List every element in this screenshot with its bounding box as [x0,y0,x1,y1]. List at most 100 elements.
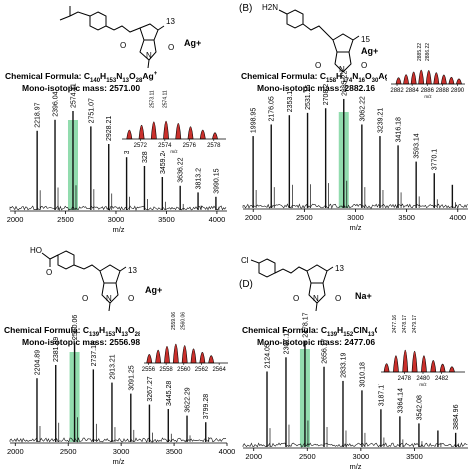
formula-part: C [321,325,327,335]
x-tick-label: 3500 [166,447,183,456]
counter-ion: Ag+ [184,38,201,48]
panel-b-figure: (B) H2N O O N 15 Ag+ Chemical Formula: C… [239,3,469,232]
peak-label: 2353.1 [287,91,294,113]
isotope-inset: 2478 2480 2482 m/z 2477.16 2478.17 2479.17 [377,315,469,387]
panel-a-figure: O O N 13 Ag+ Chemical Formula: C140H153N… [5,6,230,234]
formula-part: 13 [368,332,375,338]
panel-d-figure: (D) Cl O O N 13 Na+ Chemical Formula: C1… [239,256,469,471]
peak-label: 2124.05 [265,343,272,368]
panel-letter: (B) [239,3,252,14]
peak-label: 2381.99 [53,337,60,362]
backbone-chain [302,23,334,41]
spectrum-baseline [242,442,468,448]
formula-part: 13 [122,78,129,84]
panel-a: O O N 13 Ag+ Chemical Formula: C140H153N… [0,0,237,237]
x-tick-label: 3500 [158,215,175,224]
formula-part: H [336,71,342,81]
formula-part: N [352,71,358,81]
formula-part: 13 [121,332,128,338]
inset-tick-label: 2482 [435,376,449,382]
inset-tick-label: 2478 [398,376,412,382]
ester-group [69,11,91,17]
panel-c-figure: HO O O O N 13 Ag+ Chemical Formula: C139… [4,246,236,466]
peak-label: 2204.89 [34,350,41,375]
peak-label: 2656.17 [322,338,329,363]
inset-peak-label: 2885.22 [417,43,423,61]
carbonyl-o-left: O [315,61,321,70]
isotope-inset: 2882 2884 2886 2888 2890 m/z 2885.22 2886.22 [387,43,469,99]
x-tick-label: 3000 [108,215,125,224]
peak-label: 2833.19 [340,353,347,378]
formula-part: H [100,71,106,81]
x-tick-label: 3000 [353,452,370,461]
inset-background [377,322,469,384]
inset-tick-label: 2560 [177,367,191,373]
x-tick-label: 3500 [406,452,423,461]
formula-part: C [320,71,326,81]
formula-part: C [83,325,89,335]
formula-part: 28 [136,78,143,84]
x-tick-label: 2500 [57,215,74,224]
carboxyl-group [41,252,59,260]
imide-ring [308,282,326,304]
formula-part: ClN [353,325,368,335]
formula-part: 139 [327,332,338,338]
isotope-inset: 2556 2558 2560 2562 2564 2559.06 2560.06 [140,312,232,375]
repeat-count: 13 [166,17,175,26]
inset-tick-label: 2480 [416,376,430,382]
repeat-count: 13 [335,264,344,273]
peak-label: 2478.17 [302,312,309,337]
inset-tick-label: 2562 [195,367,209,373]
formula-part: 139 [89,332,100,338]
formula-prefix: Chemical Formula: [241,71,320,81]
peak-label: 2913.21 [109,354,116,379]
formula-part: 30 [372,78,379,84]
peak-label: 2176.05 [269,96,276,121]
x-tick-label: 2000 [7,447,24,456]
x-tick-label: 2500 [60,447,77,456]
formula-prefix: Chemical Formula: [5,71,84,81]
x-tick-label: 4000 [219,447,236,456]
chloromethyl-bond [250,259,260,264]
peak-label: 2574.11 [70,83,77,108]
inset-peak-label: 2560.06 [181,312,187,330]
inset-tick-label: 2888 [436,88,450,94]
peak-label: 2396.04 [53,91,60,116]
formula-part: 174 [342,78,353,84]
cyclopentane-ring [99,264,121,284]
formula-part: O [128,325,135,335]
panel-c: HO O O O N 13 Ag+ Chemical Formula: C139… [0,237,237,474]
carbonyl-o-right: O [335,294,341,303]
formula-part: N [116,71,122,81]
mono-isotopic-mass: Mono-isotopic mass: 2571.00 [22,83,140,93]
hydroxyl-label: HO [30,246,42,255]
peak-label: 3416.18 [396,117,403,142]
x-tick-label: 2000 [245,452,262,461]
acid-o: O [46,268,52,277]
x-axis-label: m/z [349,462,361,471]
mono-isotopic-mass: Mono-isotopic mass: 2477.06 [257,337,375,347]
inset-tick-label: 2576 [183,143,197,149]
peak-label: 3267.27 [147,376,154,401]
x-tick-label: 3000 [113,447,130,456]
benzene-ring [286,9,304,29]
peak-label: 2928.21 [106,116,113,141]
benzene-ring [258,258,276,278]
peak-label: 3239.21 [377,108,384,133]
peak-label: 3364.14 [397,388,404,413]
x-tick-label: 2000 [7,215,24,224]
peak-label: 2751.07 [88,98,95,123]
peak-label: 3990.15 [213,168,220,193]
inset-axis-label: m/z [419,382,427,387]
formula-part: O [365,71,372,81]
formula-part: 153 [106,78,117,84]
inset-tick-label: 2882 [390,88,404,94]
imide-ring [334,51,352,73]
structure-d [250,258,334,312]
inset-peak-label: 2886.22 [425,43,431,61]
inset-tick-label: 2578 [207,143,221,149]
formula-part: Ag [142,71,153,81]
formula-part: N [115,325,121,335]
x-tick-label: 3500 [398,213,415,222]
n-methyl-bond [315,302,318,312]
